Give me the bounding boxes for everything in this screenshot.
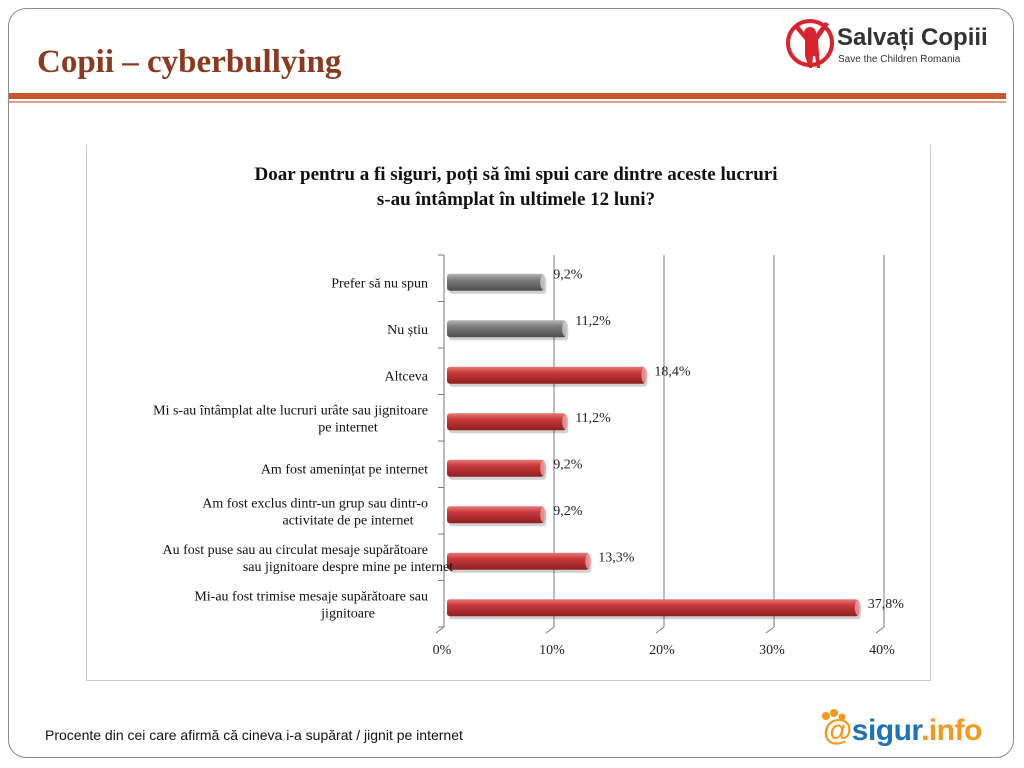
- data-label: 9,2%: [553, 267, 583, 282]
- slide-title: Copii – cyberbullying: [37, 44, 342, 80]
- title-divider: [9, 93, 1006, 99]
- data-label: 11,2%: [575, 411, 611, 426]
- chart-title-line: Doar pentru a fi siguri, poți să îmi spu…: [254, 164, 777, 185]
- chart-panel: Doar pentru a fi siguri, poți să îmi spu…: [86, 145, 931, 681]
- sigur-at: @: [823, 714, 852, 747]
- category-label: Mi s-au întâmplat alte lucruri urâte sau…: [153, 403, 428, 418]
- bar-cap: [562, 321, 569, 337]
- sigur-info-logo: @sigur.info: [818, 708, 998, 754]
- save-the-children-name: Salvați Copiii: [837, 24, 988, 51]
- category-label: Am fost exclus dintr-un grup sau dintr-o: [202, 496, 428, 511]
- data-label: 37,8%: [868, 597, 905, 612]
- gridline-foot: [875, 626, 885, 634]
- category-label: Nu știu: [387, 323, 428, 338]
- category-label: Mi-au fost trimise mesaje supărătoare sa…: [194, 589, 428, 604]
- save-the-children-logo: Salvați Copiii Save the Children Romania: [785, 14, 1005, 80]
- bar-cap: [540, 274, 547, 290]
- x-tick-label: 20%: [649, 643, 675, 658]
- category-label: Am fost amenințat pe internet: [261, 462, 428, 477]
- footer-note: Procente din cei care afirmă că cineva i…: [45, 727, 463, 743]
- save-the-children-subtitle: Save the Children Romania: [838, 54, 961, 65]
- bar: [447, 506, 545, 524]
- sigur-info-wordmark: @sigur.info: [823, 714, 982, 748]
- category-label: jignitoare: [320, 606, 375, 621]
- x-tick-label: 10%: [539, 643, 565, 658]
- x-tick-label: 40%: [869, 643, 895, 658]
- sigur-main: sigur: [851, 714, 922, 747]
- bar: [447, 273, 545, 291]
- bar-cap: [540, 507, 547, 523]
- gridline-foot: [655, 626, 665, 634]
- category-label: activitate de pe internet: [283, 513, 414, 528]
- data-label: 9,2%: [553, 504, 583, 519]
- y-axis-foot: [435, 626, 445, 634]
- category-label: Au fost puse sau au circulat mesaje supă…: [162, 543, 428, 558]
- bar: [447, 366, 646, 384]
- bar-cap: [540, 460, 547, 476]
- category-label: pe internet: [318, 420, 378, 435]
- bar: [447, 459, 545, 477]
- x-tick-label: 0%: [433, 643, 452, 658]
- bar-cap: [854, 600, 861, 616]
- bar: [447, 552, 590, 570]
- chart-title-line: s-au întâmplat în ultimele 12 luni?: [377, 189, 655, 210]
- bar-cap: [562, 414, 569, 430]
- category-label: sau jignitoare despre mine pe internet: [243, 560, 453, 575]
- paw-icon: [822, 709, 846, 721]
- sigur-suffix: .info: [920, 714, 982, 747]
- bar-chart: Doar pentru a fi siguri, poți să îmi spu…: [153, 164, 905, 658]
- bar: [447, 413, 567, 431]
- gridline-foot: [765, 626, 775, 634]
- data-label: 13,3%: [598, 550, 635, 565]
- data-label: 9,2%: [553, 457, 583, 472]
- bar: [447, 599, 859, 617]
- category-label: Prefer să nu spun: [331, 276, 428, 291]
- title-divider-thin: [9, 101, 1006, 103]
- child-figure-icon: [786, 19, 834, 68]
- data-label: 11,2%: [575, 314, 611, 329]
- bar-cap: [585, 553, 592, 569]
- data-label: 18,4%: [654, 364, 691, 379]
- bar-cap: [641, 367, 648, 383]
- category-label: Altceva: [384, 369, 428, 384]
- bar: [447, 320, 567, 338]
- gridline-foot: [545, 626, 555, 634]
- x-tick-label: 30%: [759, 643, 785, 658]
